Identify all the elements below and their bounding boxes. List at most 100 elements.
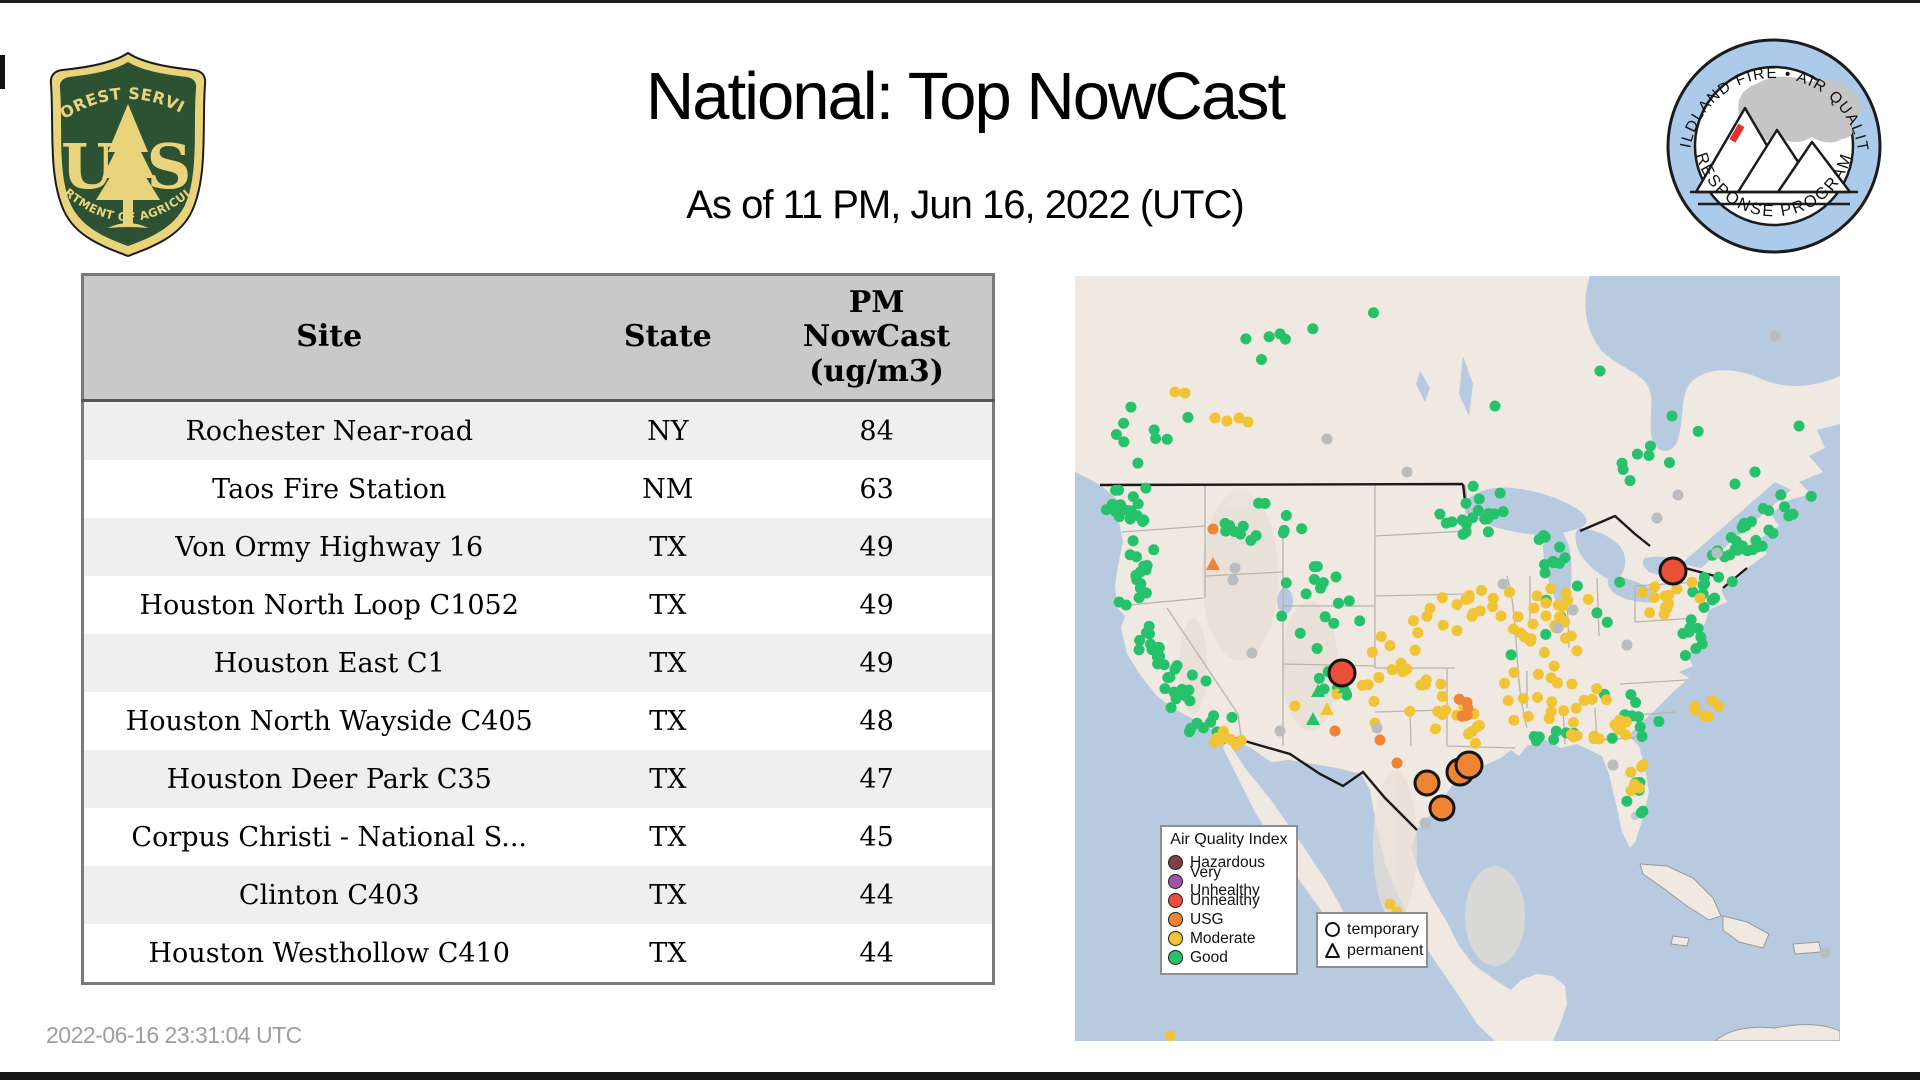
site-cell: Clinton C403: [82, 866, 575, 924]
station-dot: [1469, 737, 1481, 749]
station-dot: [1472, 504, 1484, 516]
table-row: Rochester Near-road NY 84: [82, 400, 994, 460]
station-dot: [1368, 695, 1380, 707]
station-dot: [1482, 526, 1494, 538]
site-cell: Rochester Near-road: [82, 400, 575, 460]
station-dot: [1460, 526, 1472, 538]
station-dot: [1769, 330, 1781, 342]
station-dot: [1819, 947, 1831, 959]
station-dot: [1161, 433, 1173, 445]
station-dot: [1133, 592, 1145, 604]
screen-top-border: [0, 0, 1920, 3]
station-dot: [1330, 571, 1342, 583]
top-site-marker: [1658, 556, 1688, 586]
station-dot: [1694, 592, 1706, 604]
map-stations-layer: [1100, 307, 1831, 1041]
top-site-marker: [1413, 769, 1441, 797]
station-dot: [1508, 714, 1520, 726]
station-dot: [1552, 622, 1564, 634]
station-dot: [1593, 733, 1605, 745]
station-dot: [1332, 597, 1344, 609]
station-dot: [1787, 508, 1799, 520]
station-dot: [1517, 693, 1529, 705]
station-dot: [1621, 795, 1633, 807]
station-dot: [1539, 567, 1551, 579]
station-dot: [1373, 671, 1385, 683]
site-cell: Houston East C1: [82, 634, 575, 692]
state-cell: NM: [574, 460, 762, 518]
wfaqrp-mountains-icon: [1690, 106, 1858, 206]
station-dot: [1540, 628, 1552, 640]
station-dot: [1539, 559, 1551, 571]
station-dot: [1280, 509, 1292, 521]
station-dot: [1404, 705, 1416, 717]
station-dot: [1550, 725, 1562, 737]
station-dot: [1200, 675, 1212, 687]
station-dot: [1643, 449, 1655, 461]
station-dot: [1556, 601, 1568, 613]
station-dot: [1620, 729, 1632, 741]
station-dot: [1437, 619, 1449, 631]
station-dot: [1374, 734, 1386, 746]
station-dot: [1386, 664, 1398, 676]
station-dot: [1749, 466, 1761, 478]
station-dot: [1451, 625, 1463, 637]
generated-timestamp: 2022-06-16 23:31:04 UTC: [46, 1022, 302, 1048]
station-dot: [1362, 679, 1374, 691]
station-dot: [1594, 365, 1606, 377]
aqi-color-swatch: [1168, 855, 1183, 870]
pm-cell: 44: [761, 866, 994, 924]
station-dot: [1546, 696, 1558, 708]
aqi-legend-item: Moderate: [1168, 929, 1290, 948]
table-body: Rochester Near-road NY 84 Taos Fire Station…: [82, 400, 994, 984]
station-dot: [1319, 611, 1331, 623]
station-dot: [1230, 739, 1242, 751]
station-dot: [1637, 759, 1649, 771]
aqi-map: Air Quality Index Hazardous Very Unhealth…: [1075, 276, 1840, 1041]
station-dot: [1489, 400, 1501, 412]
station-dot: [1548, 660, 1560, 672]
station-dot: [1545, 583, 1557, 595]
station-dot: [1120, 599, 1132, 611]
station-dot: [1775, 489, 1787, 501]
station-dot: [1429, 723, 1441, 735]
station-dot: [1686, 576, 1698, 588]
aqi-legend-items: Hazardous Very Unhealthy Unhealthy USG Moder…: [1168, 853, 1290, 967]
station-dot: [1263, 331, 1275, 343]
station-dot: [1666, 410, 1678, 422]
station-dot: [1504, 586, 1516, 598]
station-dot: [1162, 672, 1174, 684]
station-dot: [1532, 668, 1544, 680]
station-dot: [1672, 489, 1684, 501]
station-dot: [1697, 579, 1709, 591]
station-dot: [1609, 719, 1621, 731]
site-cell: Corpus Christi - National S...: [82, 808, 575, 866]
station-dot: [1401, 466, 1413, 478]
aqi-color-swatch: [1168, 950, 1183, 965]
station-dot: [1308, 573, 1320, 585]
station-dot: [1317, 577, 1329, 589]
station-dot: [1169, 386, 1181, 398]
station-dot: [1456, 710, 1468, 722]
station-dot: [1140, 482, 1152, 494]
legend-item-permanent: permanent: [1324, 940, 1424, 961]
state-cell: NY: [574, 400, 762, 460]
station-dot: [1679, 649, 1691, 661]
page-title: National: Top NowCast: [645, 59, 1286, 134]
state-cell: TX: [574, 808, 762, 866]
pm-cell: 49: [761, 518, 994, 576]
station-dot: [1384, 898, 1396, 910]
pm-cell: 48: [761, 692, 994, 750]
station-dot: [1600, 694, 1612, 706]
aqi-legend-item: Hazardous: [1168, 853, 1290, 872]
station-dot: [1134, 634, 1146, 646]
site-cell: Taos Fire Station: [82, 460, 575, 518]
table-row: Houston Deer Park C35 TX 47: [82, 750, 994, 808]
screen-left-artifact: [0, 55, 5, 89]
station-dot: [1528, 731, 1540, 743]
station-dot: [1531, 590, 1543, 602]
station-dot: [1483, 508, 1495, 520]
station-dot: [1578, 694, 1590, 706]
station-dot: [1354, 615, 1366, 627]
station-dot: [1467, 480, 1479, 492]
